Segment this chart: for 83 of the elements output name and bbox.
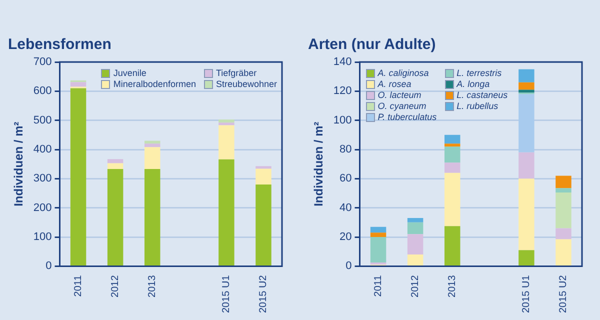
legend-label: L. castaneus bbox=[456, 90, 508, 100]
bar bbox=[107, 163, 124, 170]
bar bbox=[218, 125, 234, 160]
y-tick-label: 100 bbox=[333, 114, 352, 126]
x-tick-label: 2015 U1 bbox=[521, 274, 532, 314]
bar bbox=[444, 134, 460, 144]
x-tick-label: 2015 U2 bbox=[258, 274, 270, 314]
bar bbox=[518, 90, 534, 93]
x-tick-label: 2013 bbox=[147, 274, 158, 298]
bar bbox=[407, 234, 424, 255]
y-tick-label: 120 bbox=[333, 85, 352, 98]
legend-label: L. rubellus bbox=[456, 101, 498, 111]
legend-label: A. rosea bbox=[378, 79, 412, 89]
bar bbox=[407, 222, 424, 234]
x-tick-label: 2015 U1 bbox=[221, 274, 232, 314]
x-tick-label: 2013 bbox=[447, 274, 458, 298]
x-tick-label: 2015 U2 bbox=[558, 274, 570, 314]
bar bbox=[518, 82, 534, 90]
bar bbox=[370, 237, 386, 263]
chart-title: Lebensformen bbox=[8, 36, 112, 54]
legend-label: O. lacteum bbox=[378, 90, 422, 100]
bar bbox=[556, 188, 572, 193]
y-tick-label: 300 bbox=[33, 172, 52, 185]
y-tick-label: 600 bbox=[33, 85, 52, 98]
legend-label: A. caliginosa bbox=[378, 68, 429, 78]
bar bbox=[107, 169, 124, 266]
bar bbox=[556, 192, 572, 228]
legend-label: Mineralbodenformen bbox=[113, 79, 196, 89]
bar bbox=[144, 147, 160, 170]
bar bbox=[444, 172, 460, 226]
bar bbox=[256, 184, 272, 266]
y-tick-label: 80 bbox=[340, 144, 352, 156]
bar bbox=[370, 232, 386, 238]
bar bbox=[70, 88, 86, 266]
bar bbox=[144, 169, 160, 266]
y-tick-label: 0 bbox=[346, 260, 352, 272]
bar bbox=[556, 176, 572, 188]
y-tick-label: 20 bbox=[340, 231, 352, 244]
bar bbox=[218, 122, 234, 126]
y-axis-title: Individuen / m² bbox=[12, 122, 26, 206]
bar bbox=[370, 226, 386, 233]
bar bbox=[144, 144, 160, 148]
bar bbox=[407, 218, 424, 222]
chart-title: Arten (nur Adulte) bbox=[308, 36, 436, 54]
bar bbox=[518, 178, 534, 250]
bar bbox=[256, 166, 272, 169]
y-tick-label: 0 bbox=[46, 260, 52, 272]
bar bbox=[107, 159, 124, 164]
y-tick-label: 40 bbox=[340, 202, 352, 214]
x-tick-label: 2012 bbox=[110, 274, 122, 298]
bar bbox=[444, 226, 460, 266]
y-tick-label: 500 bbox=[33, 114, 52, 126]
bar bbox=[256, 168, 272, 185]
legend-label: O. cyaneum bbox=[378, 101, 426, 111]
bar bbox=[518, 69, 534, 82]
legend-label: P. tuberculatus bbox=[378, 112, 437, 122]
y-tick-label: 700 bbox=[33, 56, 52, 68]
x-tick-label: 2011 bbox=[373, 274, 384, 297]
x-tick-label: 2011 bbox=[73, 274, 84, 297]
legend-label: Streubewohner bbox=[216, 79, 277, 89]
legend-label: Tiefgräber bbox=[216, 68, 257, 78]
bar bbox=[70, 82, 86, 87]
legend-label: A. longa bbox=[456, 79, 490, 89]
y-tick-label: 100 bbox=[33, 231, 52, 244]
bar bbox=[444, 162, 460, 173]
y-axis-title: Individuen / m² bbox=[312, 122, 326, 206]
y-tick-label: 140 bbox=[333, 56, 352, 68]
bar bbox=[444, 144, 460, 147]
bar bbox=[556, 228, 572, 240]
bar bbox=[407, 254, 424, 266]
bar bbox=[518, 94, 534, 152]
y-tick-label: 400 bbox=[33, 144, 52, 156]
y-tick-label: 60 bbox=[340, 172, 352, 185]
bar bbox=[518, 250, 534, 266]
legend-label: L. terrestris bbox=[456, 68, 502, 78]
legend-label: Juvenile bbox=[113, 68, 146, 78]
y-tick-label: 200 bbox=[33, 202, 52, 214]
bar bbox=[218, 119, 234, 123]
bar bbox=[218, 159, 234, 266]
bar bbox=[518, 152, 534, 179]
x-tick-label: 2012 bbox=[410, 274, 422, 298]
bar bbox=[444, 146, 460, 163]
bar bbox=[556, 239, 572, 266]
